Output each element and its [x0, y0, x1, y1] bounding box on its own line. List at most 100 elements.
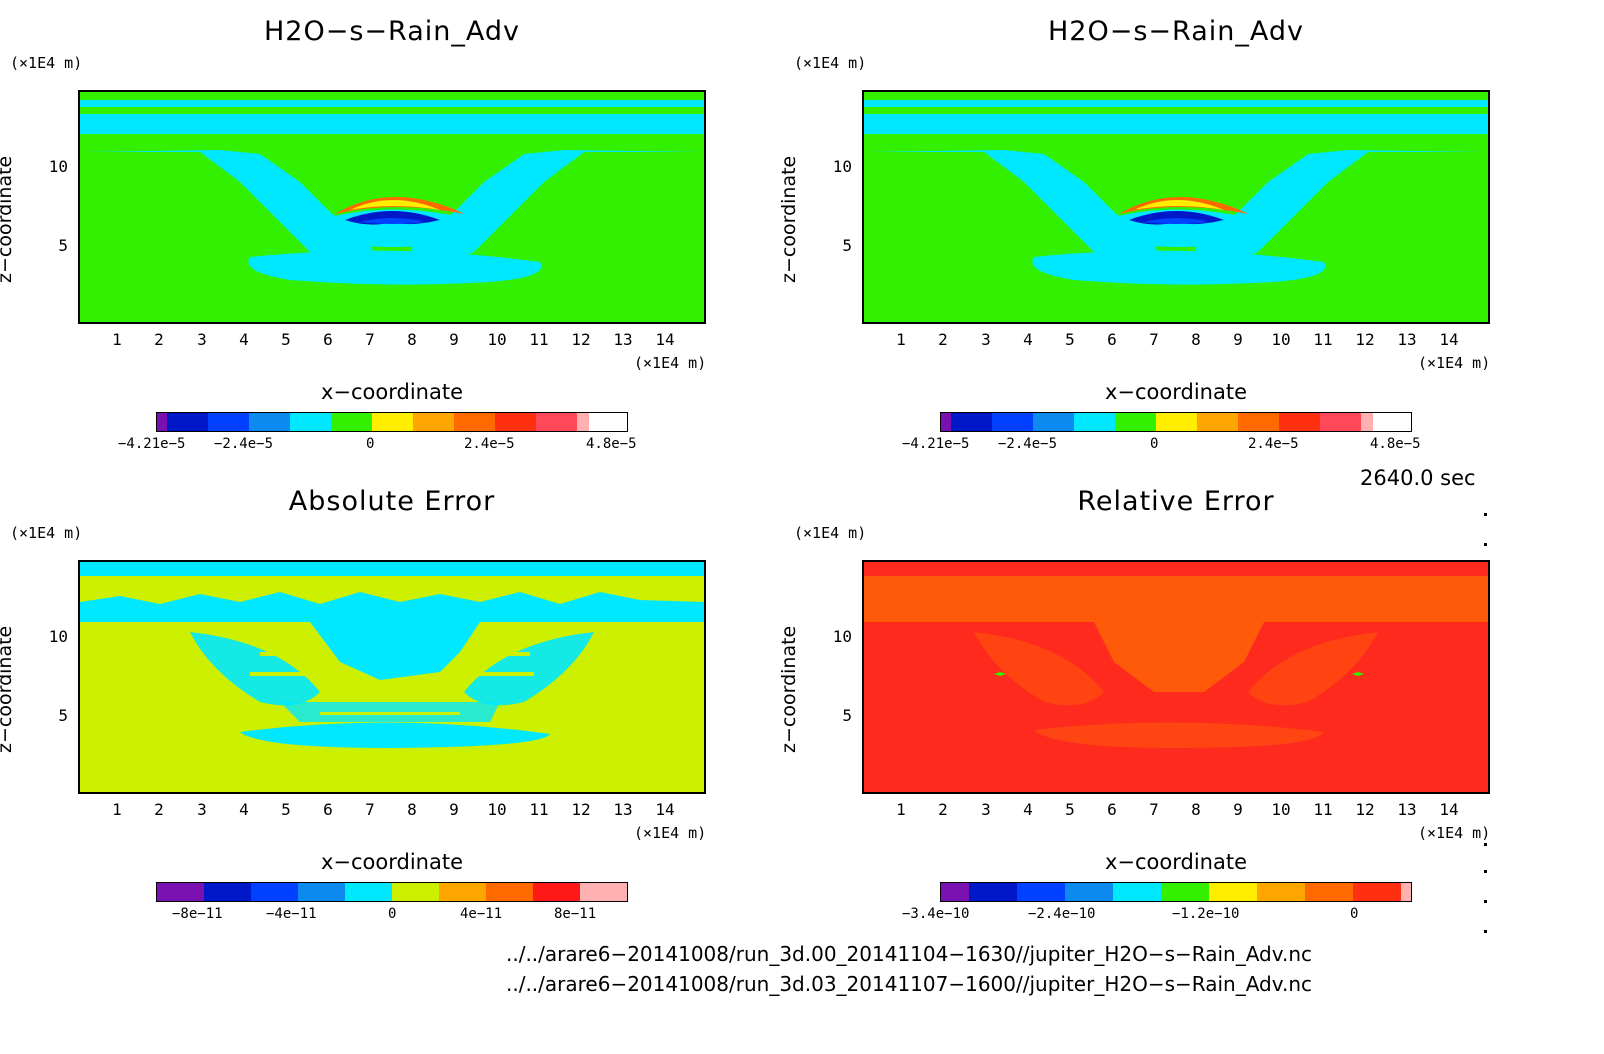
colorbar [940, 412, 1412, 432]
y-tick: 5 [58, 706, 68, 725]
x-scale-label: (×1E4 m) [1418, 354, 1491, 372]
y-tick: 10 [48, 157, 68, 176]
colorbar-label: 4.8e−5 [1370, 436, 1421, 452]
dot-marker [1484, 900, 1487, 903]
x-tick: 7 [1149, 800, 1159, 819]
x-axis-label: x−coordinate [1104, 850, 1248, 874]
x-scale-label: (×1E4 m) [634, 824, 707, 842]
colorbar-label: −2.4e−5 [998, 436, 1058, 452]
colorbar-label: 4.8e−5 [586, 436, 637, 452]
heatmap-svg [80, 562, 704, 792]
dot-marker [1484, 930, 1487, 933]
x-tick: 11 [529, 330, 549, 349]
y-axis-label: z−coordinate [778, 625, 800, 753]
x-tick: 13 [1397, 330, 1417, 349]
x-tick: 8 [407, 330, 417, 349]
x-tick: 3 [981, 800, 991, 819]
x-tick: 1 [112, 330, 122, 349]
x-axis-label: x−coordinate [320, 850, 464, 874]
x-tick: 5 [1065, 800, 1075, 819]
panel-bottom-right: Relative Error (×1E4 m) z−coordinate 1 2… [778, 470, 1564, 950]
x-tick: 5 [281, 800, 291, 819]
dot-marker [1484, 843, 1487, 846]
heatmap-plot [862, 560, 1490, 794]
x-tick: 8 [407, 800, 417, 819]
x-tick: 5 [281, 330, 291, 349]
panel-title: Absolute Error [288, 486, 496, 517]
x-tick: 3 [197, 800, 207, 819]
x-tick: 14 [1439, 330, 1459, 349]
x-axis-label: x−coordinate [320, 380, 464, 404]
x-tick: 2 [154, 330, 164, 349]
heatmap-plot [78, 560, 706, 794]
x-tick: 12 [1355, 800, 1375, 819]
colorbar [940, 882, 1412, 902]
x-tick: 4 [239, 800, 249, 819]
x-tick: 2 [938, 800, 948, 819]
x-tick: 10 [487, 330, 507, 349]
colorbar-label: 2.4e−5 [464, 436, 515, 452]
panel-top-left: H2O−s−Rain_Adv (×1E4 m) z−coordinate 1 2… [0, 0, 780, 480]
y-scale-label: (×1E4 m) [794, 54, 867, 72]
y-scale-label: (×1E4 m) [794, 524, 867, 542]
y-tick: 10 [832, 627, 852, 646]
colorbar-label: −2.4e−5 [214, 436, 274, 452]
x-tick: 9 [449, 800, 459, 819]
heatmap-plot [862, 90, 1490, 324]
x-tick: 8 [1191, 330, 1201, 349]
x-tick: 10 [1271, 800, 1291, 819]
x-tick: 9 [449, 330, 459, 349]
x-tick: 10 [1271, 330, 1291, 349]
colorbar [156, 882, 628, 902]
x-scale-label: (×1E4 m) [634, 354, 707, 372]
y-axis-label: z−coordinate [0, 155, 16, 283]
x-tick: 2 [938, 330, 948, 349]
heatmap-svg [864, 92, 1488, 322]
x-tick: 8 [1191, 800, 1201, 819]
colorbar-label: 0 [388, 906, 397, 922]
panel-title: H2O−s−Rain_Adv [264, 16, 520, 47]
x-tick: 4 [1023, 330, 1033, 349]
x-tick: 10 [487, 800, 507, 819]
x-tick: 1 [896, 330, 906, 349]
y-scale-label: (×1E4 m) [10, 524, 83, 542]
x-tick: 12 [571, 800, 591, 819]
panel-title: H2O−s−Rain_Adv [1048, 16, 1304, 47]
y-tick: 5 [58, 236, 68, 255]
x-tick: 7 [365, 800, 375, 819]
x-tick: 12 [571, 330, 591, 349]
panel-bottom-left: Absolute Error (×1E4 m) z−coordinate 1 2 [0, 470, 780, 950]
x-tick: 14 [655, 800, 675, 819]
x-axis-label: x−coordinate [1104, 380, 1248, 404]
colorbar-label: −4.21e−5 [902, 436, 970, 452]
colorbar-label: −1.2e−10 [1172, 906, 1240, 922]
x-tick: 5 [1065, 330, 1075, 349]
x-tick: 12 [1355, 330, 1375, 349]
x-tick: 1 [112, 800, 122, 819]
dot-marker [1484, 543, 1487, 546]
colorbar-label: −8e−11 [172, 906, 223, 922]
y-tick: 5 [842, 236, 852, 255]
y-tick: 10 [832, 157, 852, 176]
x-scale-label: (×1E4 m) [1418, 824, 1491, 842]
x-tick: 13 [613, 330, 633, 349]
x-tick: 9 [1233, 330, 1243, 349]
colorbar-label: 8e−11 [554, 906, 597, 922]
x-tick: 7 [1149, 330, 1159, 349]
colorbar-label: −4e−11 [266, 906, 317, 922]
panel-top-right: H2O−s−Rain_Adv (×1E4 m) z−coordinate 1 2… [778, 0, 1564, 480]
colorbar [156, 412, 628, 432]
x-tick: 6 [323, 800, 333, 819]
dot-marker [1484, 870, 1487, 873]
x-tick: 1 [896, 800, 906, 819]
y-axis-label: z−coordinate [778, 155, 800, 283]
x-tick: 13 [613, 800, 633, 819]
x-tick: 2 [154, 800, 164, 819]
colorbar-label: 0 [366, 436, 375, 452]
colorbar-label: −2.4e−10 [1028, 906, 1096, 922]
colorbar-label: 0 [1150, 436, 1159, 452]
colorbar-label: −3.4e−10 [902, 906, 970, 922]
x-tick: 3 [197, 330, 207, 349]
heatmap-plot [78, 90, 706, 324]
y-tick: 5 [842, 706, 852, 725]
